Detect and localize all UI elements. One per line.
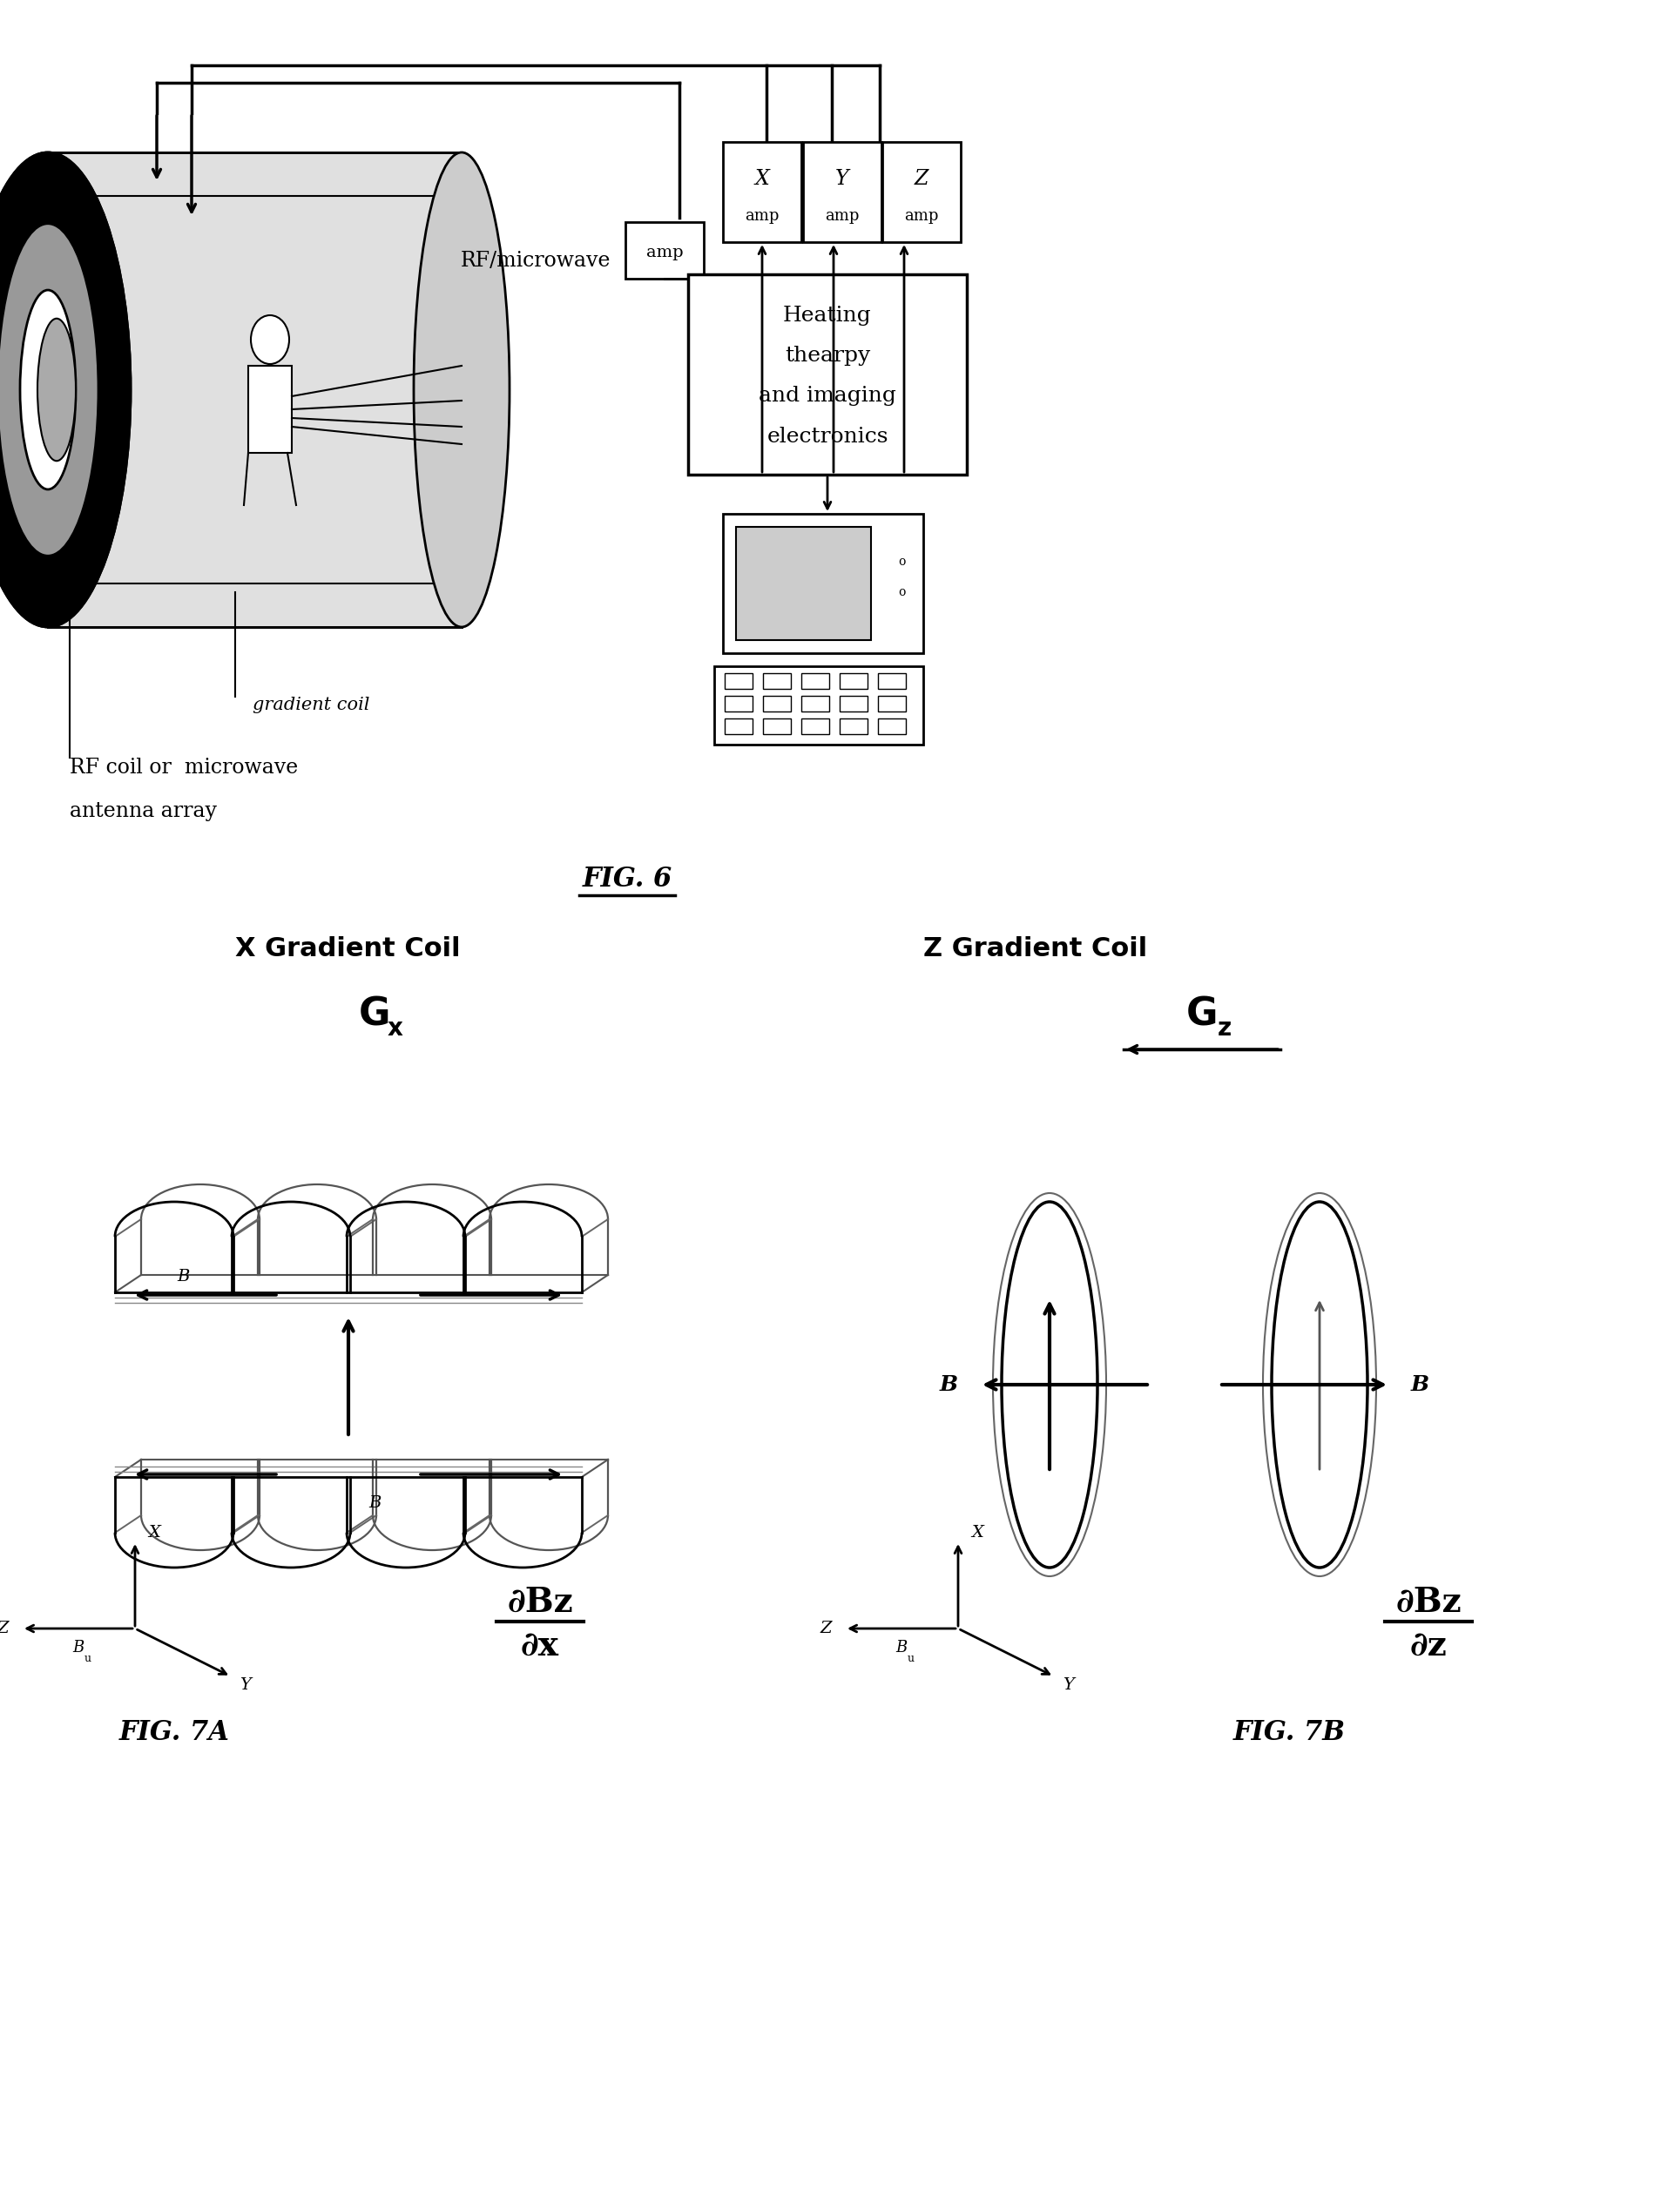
Text: u: u: [85, 1652, 91, 1666]
Text: B: B: [369, 1495, 380, 1511]
Ellipse shape: [251, 316, 289, 365]
Text: Y: Y: [1063, 1677, 1073, 1692]
Text: o: o: [899, 586, 905, 597]
Text: Heating: Heating: [782, 305, 872, 325]
Text: amp: amp: [904, 208, 938, 223]
Text: RF coil or  microwave: RF coil or microwave: [70, 759, 297, 779]
Text: RF/microwave: RF/microwave: [460, 252, 611, 272]
Text: B: B: [1412, 1374, 1430, 1396]
Bar: [736, 526, 870, 639]
Text: Z: Z: [0, 1621, 8, 1637]
Text: antenna array: antenna array: [70, 801, 218, 821]
Text: B: B: [895, 1639, 907, 1655]
Text: amp: amp: [826, 208, 859, 223]
Ellipse shape: [20, 290, 76, 489]
Bar: [724, 672, 752, 688]
Bar: [882, 142, 960, 241]
Bar: [840, 672, 867, 688]
Bar: [801, 672, 829, 688]
Bar: [48, 153, 462, 626]
Text: thearpy: thearpy: [784, 345, 870, 365]
Text: X: X: [148, 1524, 159, 1540]
Bar: [801, 719, 829, 734]
Bar: [247, 365, 292, 453]
Ellipse shape: [38, 319, 76, 460]
Text: G: G: [1186, 995, 1218, 1033]
Text: ∂Bz: ∂Bz: [1395, 1586, 1462, 1619]
Ellipse shape: [0, 153, 131, 626]
Text: X: X: [972, 1524, 983, 1540]
Bar: [723, 513, 924, 653]
Bar: [723, 142, 801, 241]
Text: amp: amp: [746, 208, 779, 223]
Text: o: o: [899, 555, 905, 568]
Text: u: u: [907, 1652, 915, 1666]
Text: Y: Y: [239, 1677, 251, 1692]
Bar: [801, 697, 829, 712]
Ellipse shape: [414, 153, 510, 626]
Text: ∂Bz: ∂Bz: [507, 1586, 573, 1619]
Bar: [762, 719, 791, 734]
Text: x: x: [387, 1015, 404, 1040]
Text: Z: Z: [915, 168, 928, 188]
Text: FIG. 6: FIG. 6: [581, 867, 673, 894]
Bar: [762, 697, 791, 712]
Text: Y: Y: [835, 168, 849, 188]
Ellipse shape: [0, 223, 98, 555]
Bar: [879, 719, 905, 734]
Text: gradient coil: gradient coil: [252, 697, 370, 712]
Bar: [802, 142, 882, 241]
Text: X: X: [754, 168, 769, 188]
Text: Z: Z: [821, 1621, 832, 1637]
Text: electronics: electronics: [767, 427, 889, 447]
Bar: [879, 697, 905, 712]
Text: ∂z: ∂z: [1410, 1630, 1447, 1663]
Text: X Gradient Coil: X Gradient Coil: [236, 936, 460, 962]
Text: B: B: [940, 1374, 958, 1396]
Text: B: B: [73, 1639, 85, 1655]
Text: z: z: [1218, 1015, 1232, 1040]
Bar: [724, 719, 752, 734]
Bar: [879, 672, 905, 688]
Bar: [840, 719, 867, 734]
Text: and imaging: and imaging: [759, 387, 897, 407]
Bar: [688, 274, 967, 476]
Text: amp: amp: [646, 246, 683, 261]
Text: ∂x: ∂x: [522, 1630, 560, 1663]
Bar: [724, 697, 752, 712]
Text: B: B: [176, 1270, 189, 1285]
Text: FIG. 7A: FIG. 7A: [120, 1719, 229, 1747]
Text: FIG. 7B: FIG. 7B: [1232, 1719, 1345, 1747]
Bar: [714, 666, 924, 745]
Bar: [626, 221, 704, 279]
Text: G: G: [359, 995, 390, 1033]
Bar: [840, 697, 867, 712]
Bar: [762, 672, 791, 688]
Text: Z Gradient Coil: Z Gradient Coil: [924, 936, 1148, 962]
